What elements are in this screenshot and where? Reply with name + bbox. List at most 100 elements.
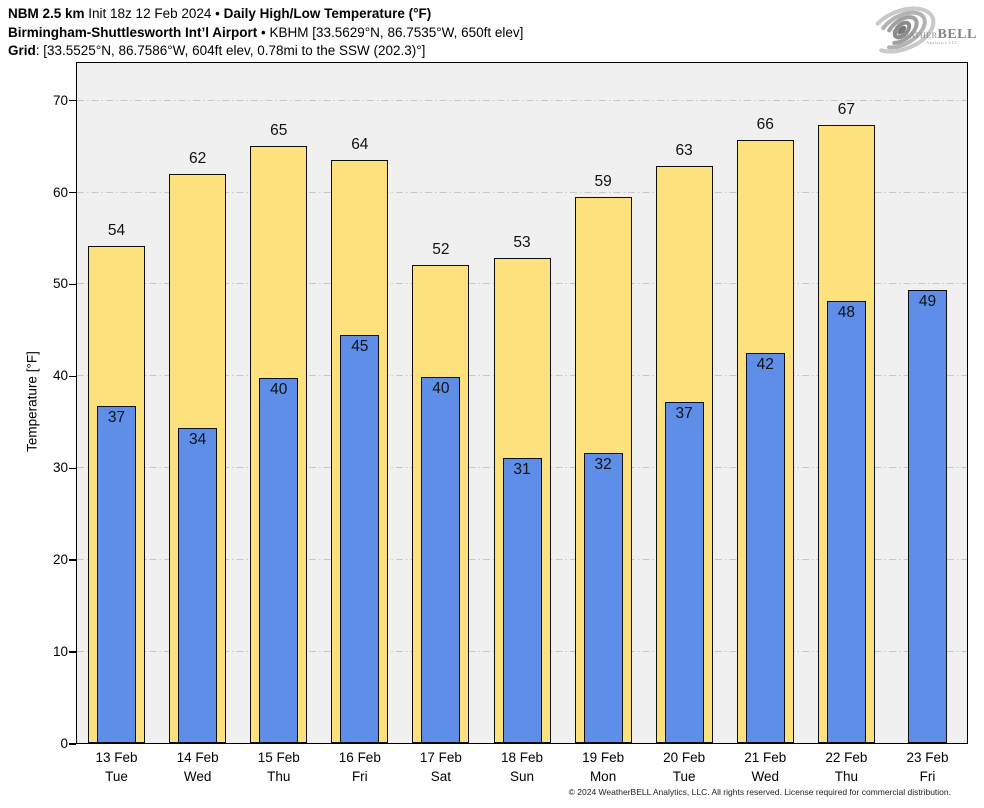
x-tick-day: Fri bbox=[351, 769, 368, 784]
header-line-2: Birmingham-Shuttlesworth Int’l Airport •… bbox=[8, 24, 523, 43]
high-value-label: 65 bbox=[270, 122, 288, 140]
high-value-label: 59 bbox=[594, 173, 612, 191]
low-bar bbox=[745, 353, 785, 743]
x-tick-date: 13 Feb bbox=[95, 750, 138, 765]
y-tick-mark bbox=[69, 743, 76, 745]
y-tick-mark bbox=[69, 191, 76, 194]
x-tick-day: Fri bbox=[919, 769, 936, 784]
logo-wordmark: WeatherBELL bbox=[892, 25, 977, 43]
high-value-label: 64 bbox=[351, 136, 369, 154]
high-value-label: 63 bbox=[675, 141, 693, 159]
y-tick-mark bbox=[69, 283, 76, 286]
low-value-label: 40 bbox=[270, 381, 288, 399]
y-tick-label: 30 bbox=[52, 460, 68, 476]
high-value-label: 54 bbox=[107, 221, 126, 239]
x-tick-date: 23 Feb bbox=[906, 750, 949, 765]
low-value-label: 45 bbox=[351, 337, 369, 355]
x-tick-day: Thu bbox=[834, 769, 858, 784]
chart-header: NBM 2.5 km Init 18z 12 Feb 2024 • Daily … bbox=[8, 5, 523, 61]
low-value-label: 49 bbox=[918, 292, 937, 310]
x-tick-day: Sun bbox=[509, 769, 535, 784]
y-tick-label: 40 bbox=[52, 368, 68, 384]
x-tick-date: 18 Feb bbox=[500, 750, 544, 765]
low-bar bbox=[340, 334, 380, 743]
x-tick-date: 17 Feb bbox=[419, 750, 462, 765]
high-value-label: 62 bbox=[189, 150, 207, 168]
logo-weather-text: Weather bbox=[892, 27, 938, 41]
weatherbell-logo: WeatherBELL Analytics LLC bbox=[864, 4, 976, 56]
y-tick-mark bbox=[69, 375, 76, 378]
low-value-label: 32 bbox=[594, 455, 612, 473]
y-tick-label: 70 bbox=[52, 92, 68, 108]
x-tick-label: 20 Feb Tue bbox=[644, 748, 724, 786]
x-tick-label: 16 Feb Fri bbox=[320, 748, 400, 786]
init-time: Init 18z 12 Feb 2024 bbox=[84, 6, 216, 21]
low-value-label: 48 bbox=[837, 303, 855, 321]
x-tick-date: 21 Feb bbox=[744, 750, 787, 765]
header-line-3: Grid: [33.5525°N, 86.7586°W, 604ft elev,… bbox=[8, 42, 523, 61]
x-tick-date: 20 Feb bbox=[663, 750, 706, 765]
x-tick-day: Tue bbox=[672, 769, 696, 784]
x-tick-label: 18 Feb Sun bbox=[482, 748, 562, 786]
low-value-label: 34 bbox=[189, 430, 207, 448]
x-tick-label: 22 Feb Thu bbox=[806, 748, 886, 786]
y-tick-mark bbox=[69, 467, 76, 469]
logo-bell-text: BELL bbox=[937, 27, 977, 42]
x-tick-label: 13 Feb Tue bbox=[77, 748, 157, 786]
low-value-label: 31 bbox=[513, 461, 531, 479]
low-value-label: 37 bbox=[675, 405, 693, 422]
low-bar bbox=[664, 402, 704, 743]
x-tick-label: 17 Feb Sat bbox=[401, 748, 481, 786]
y-tick-label: 60 bbox=[52, 184, 68, 200]
low-bar bbox=[97, 405, 137, 743]
y-axis-title: Temperature [°F] bbox=[24, 351, 40, 452]
y-tick-label: 10 bbox=[52, 644, 68, 660]
bullet-separator: • bbox=[257, 24, 270, 40]
x-tick-day: Sat bbox=[430, 769, 452, 784]
high-value-label: 67 bbox=[837, 101, 855, 119]
low-bar bbox=[178, 427, 218, 743]
gridline bbox=[77, 191, 967, 193]
low-bar bbox=[421, 377, 461, 743]
y-tick-mark bbox=[69, 99, 76, 102]
low-value-label: 42 bbox=[756, 356, 774, 374]
x-tick-label: 21 Feb Wed bbox=[725, 748, 805, 786]
hurricane-swirl-icon bbox=[868, 6, 936, 54]
low-bar bbox=[502, 458, 542, 743]
bullet-separator: • bbox=[215, 6, 220, 21]
grid-info: : [33.5525°N, 86.7586°W, 604ft elev, 0.7… bbox=[35, 43, 426, 58]
x-tick-day: Thu bbox=[267, 769, 291, 784]
y-tick-mark bbox=[69, 651, 76, 653]
y-tick-label: 20 bbox=[52, 552, 68, 568]
model-name: NBM 2.5 km bbox=[8, 6, 85, 21]
x-tick-label: 14 Feb Wed bbox=[158, 748, 238, 786]
grid-label: Grid bbox=[8, 43, 36, 58]
header-line-1: NBM 2.5 km Init 18z 12 Feb 2024 • Daily … bbox=[8, 5, 523, 24]
x-tick-day: Mon bbox=[589, 769, 617, 784]
copyright-notice: © 2024 WeatherBELL Analytics, LLC. All r… bbox=[568, 787, 951, 797]
x-tick-date: 22 Feb bbox=[825, 750, 868, 765]
product-title: Daily High/Low Temperature (°F) bbox=[219, 6, 432, 21]
low-bar bbox=[907, 289, 947, 743]
x-tick-date: 19 Feb bbox=[582, 750, 625, 765]
low-value-label: 40 bbox=[432, 380, 450, 398]
y-tick-label: 0 bbox=[60, 736, 68, 751]
x-tick-label: 19 Feb Mon bbox=[563, 748, 643, 786]
low-bar bbox=[583, 452, 623, 743]
y-tick-mark bbox=[69, 559, 76, 561]
x-tick-day: Wed bbox=[183, 769, 212, 784]
x-tick-label: 15 Feb Thu bbox=[239, 748, 319, 786]
high-value-label: 66 bbox=[756, 116, 774, 134]
station-info: KBHM [33.5629°N, 86.7535°W, 650ft elev] bbox=[269, 24, 524, 40]
logo-subtext: Analytics LLC bbox=[926, 40, 959, 45]
x-tick-label: 23 Feb Fri bbox=[887, 748, 967, 786]
x-tick-day: Tue bbox=[105, 769, 128, 784]
x-tick-date: 15 Feb bbox=[257, 750, 300, 765]
low-bar bbox=[826, 300, 866, 743]
low-bar bbox=[259, 378, 299, 743]
gridline bbox=[77, 99, 967, 101]
high-value-label: 52 bbox=[432, 241, 450, 259]
y-tick-label: 50 bbox=[52, 276, 68, 292]
